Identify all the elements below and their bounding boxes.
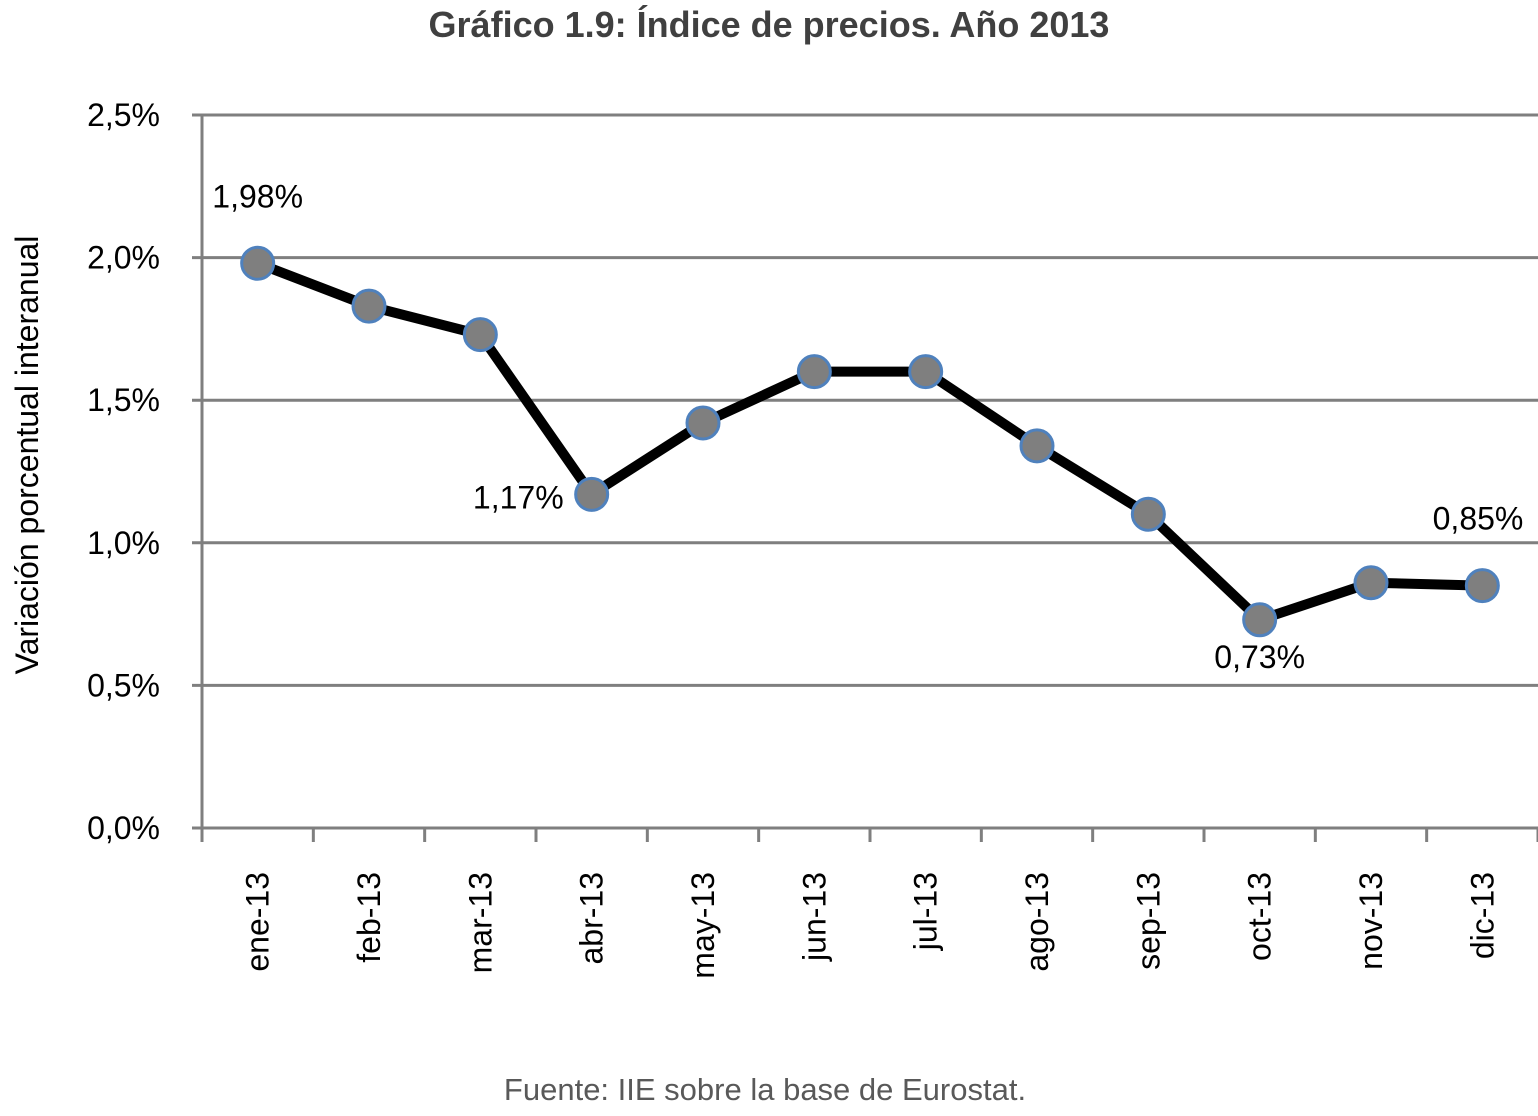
x-tick-label: mar-13 (462, 872, 498, 973)
data-label: 0,73% (1214, 639, 1305, 675)
source-note: Fuente: IIE sobre la base de Eurostat. (503, 1072, 1027, 1107)
series-polyline (252, 258, 1488, 625)
y-axis-title: Variación porcentual interanual (9, 236, 45, 675)
y-tick-label: 0,5% (87, 667, 160, 703)
data-labels: 1,98% 1,17% 0,73% 0,85% (212, 178, 1523, 675)
data-point (574, 476, 610, 512)
data-point (1353, 565, 1389, 601)
series-line (252, 258, 1488, 625)
data-label: 1,98% (212, 178, 303, 214)
x-tick-label: nov-13 (1353, 872, 1389, 970)
data-markers (240, 245, 1500, 638)
y-tick-label: 2,5% (87, 97, 160, 133)
y-tick-label: 1,5% (87, 382, 160, 418)
gridlines (192, 113, 1538, 687)
x-tick-label: dic-13 (1464, 872, 1500, 959)
data-point (1019, 428, 1055, 464)
y-tick-label: 2,0% (87, 240, 160, 276)
x-tick-label: feb-13 (351, 872, 387, 963)
data-point (1464, 568, 1500, 604)
data-label: 0,85% (1433, 501, 1524, 537)
data-point (908, 354, 944, 390)
y-tick-label: 0,0% (87, 810, 160, 846)
x-tick-label: ago-13 (1019, 872, 1055, 972)
data-point (685, 405, 721, 441)
x-tick-label: oct-13 (1242, 872, 1278, 961)
x-tick-labels: ene-13 feb-13 mar-13 abr-13 may-13 jun-13 jul-… (240, 872, 1501, 979)
data-point (1242, 602, 1278, 638)
y-tick-label: 1,0% (87, 525, 160, 561)
axes (192, 115, 1538, 842)
x-tick-label: jun-13 (796, 872, 832, 962)
x-tick-label: may-13 (685, 872, 721, 979)
x-tick-label: abr-13 (574, 872, 610, 965)
chart-title: Gráfico 1.9: Índice de precios. Año 2013 (428, 4, 1110, 45)
data-point (462, 317, 498, 353)
x-tick-label: jul-13 (908, 872, 944, 951)
y-tick-labels: 0,0% 0,5% 1,0% 1,5% 2,0% 2,5% (87, 97, 160, 846)
data-point (1130, 496, 1166, 532)
data-point (796, 354, 832, 390)
x-tick-label: sep-13 (1130, 872, 1166, 970)
data-point (240, 245, 276, 281)
x-tick-label: ene-13 (240, 872, 276, 972)
data-point (351, 288, 387, 324)
data-label: 1,17% (473, 479, 564, 515)
